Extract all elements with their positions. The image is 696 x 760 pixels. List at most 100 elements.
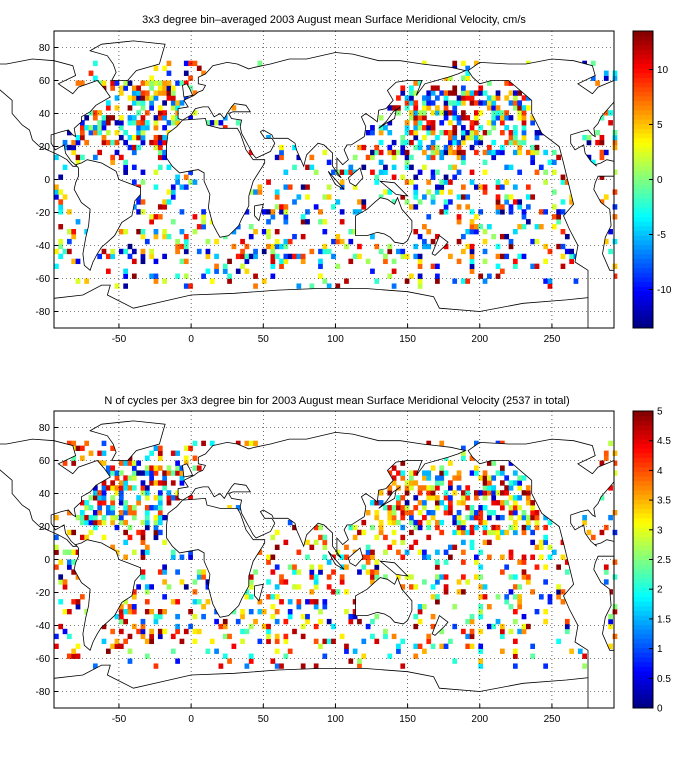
bin-cell: [170, 189, 176, 195]
bin-cell: [144, 653, 150, 659]
bin-cell: [417, 233, 423, 240]
bin-cell: [396, 574, 401, 580]
bin-cell: [517, 475, 523, 481]
bin-cell: [157, 495, 163, 501]
bin-cell: [92, 130, 98, 136]
bin-cell: [352, 229, 358, 235]
colorbar-step: [633, 119, 653, 125]
bin-cell: [71, 149, 77, 156]
bin-cell: [491, 120, 497, 126]
bin-cell: [101, 80, 107, 86]
bin-cell: [54, 564, 59, 570]
colorbar-step: [633, 44, 653, 51]
bin-cell: [517, 594, 523, 600]
colorbar-tick-label: 0: [657, 704, 663, 715]
bin-cell: [79, 134, 85, 141]
bin-cell: [105, 130, 111, 136]
bin-cell: [201, 224, 206, 230]
colorbar-step: [633, 272, 653, 278]
bin-cell: [54, 534, 59, 541]
colorbar-step: [633, 54, 653, 60]
bin-cell: [144, 470, 150, 476]
colorbar-step: [633, 489, 653, 496]
bin-cell: [370, 633, 375, 640]
bin-cell: [326, 618, 332, 625]
bin-cell: [114, 475, 120, 481]
bin-cell: [486, 80, 492, 86]
bin-cell: [201, 214, 206, 220]
bin-cell: [162, 485, 167, 491]
bin-cell: [244, 663, 250, 669]
bin-cell: [127, 253, 133, 260]
bin-cell: [478, 224, 484, 230]
bin-cell: [149, 470, 154, 476]
bin-cell: [525, 204, 531, 210]
bin-cell: [430, 238, 436, 245]
bin-cell: [149, 465, 154, 471]
bin-cell: [543, 514, 549, 521]
bin-cell: [404, 253, 410, 260]
coastline: [89, 40, 166, 81]
colorbar-tick-label: 5: [657, 407, 663, 418]
bin-cell: [352, 534, 358, 541]
bin-cell: [287, 613, 293, 620]
bin-cell: [127, 115, 133, 121]
bin-cell: [123, 485, 129, 491]
coastline: [355, 576, 413, 625]
bin-cell: [512, 125, 518, 131]
bin-cell: [305, 184, 310, 190]
colorbar-step: [633, 540, 653, 547]
bin-cell: [105, 120, 111, 126]
bin-cell: [387, 248, 393, 255]
bin-cell: [499, 120, 505, 126]
bin-cell: [608, 618, 613, 625]
bin-cell: [140, 139, 146, 146]
bin-cell: [435, 480, 440, 486]
bin-cell: [361, 638, 367, 645]
bin-cell: [409, 544, 414, 550]
bin-cell: [560, 253, 566, 260]
bin-cell: [478, 85, 484, 91]
bin-cell: [461, 519, 466, 526]
bin-cell: [400, 194, 406, 200]
bin-cell: [448, 164, 453, 170]
bin-cell: [75, 604, 81, 610]
bin-cell: [448, 554, 453, 560]
bin-cell: [140, 100, 146, 106]
bin-cell: [400, 475, 406, 481]
bin-cell: [430, 194, 436, 200]
bin-cell: [183, 628, 189, 635]
bin-cell: [560, 263, 566, 269]
bin-cell: [58, 599, 64, 605]
bin-cell: [538, 554, 544, 560]
bin-cell: [612, 75, 618, 81]
bin-cell: [370, 618, 375, 625]
bin-cell: [435, 233, 440, 240]
bin-cell: [92, 514, 98, 521]
bin-cell: [101, 115, 107, 121]
bin-cell: [491, 524, 497, 531]
bin-cell: [491, 475, 497, 481]
bin-cell: [123, 505, 129, 511]
bin-cell: [512, 529, 518, 536]
bin-cell: [227, 273, 232, 279]
colorbar-step: [633, 429, 653, 435]
bin-cell: [118, 514, 124, 521]
colorbar-step: [633, 703, 653, 709]
bin-cell: [435, 485, 440, 491]
bin-cell: [188, 169, 193, 175]
bin-cell: [274, 564, 280, 570]
bin-cell: [478, 643, 484, 649]
bin-cell: [474, 470, 479, 476]
bin-cell: [543, 539, 549, 546]
bin-cell: [400, 470, 406, 476]
bin-cell: [430, 125, 436, 131]
bin-cell: [469, 529, 475, 536]
bin-cell: [482, 90, 488, 96]
bin-cell: [404, 199, 410, 205]
bin-cell: [426, 490, 432, 496]
bin-cell: [162, 100, 167, 106]
bin-cell: [283, 243, 289, 250]
bin-cell: [140, 229, 146, 235]
bin-cell: [274, 609, 280, 615]
